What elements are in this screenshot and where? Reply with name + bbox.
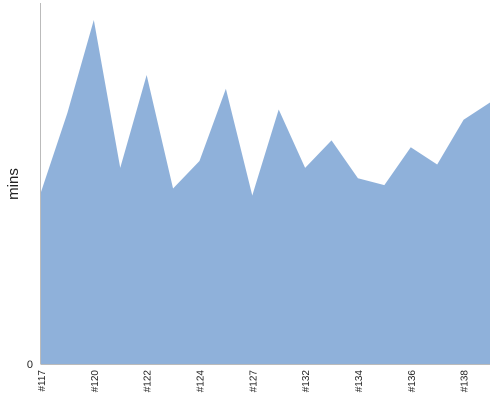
x-tick-label: #132 bbox=[301, 370, 312, 393]
y-tick-labels: 0 bbox=[27, 359, 33, 371]
axis-layer bbox=[40, 3, 490, 365]
x-tick-label: #136 bbox=[407, 370, 418, 393]
area-layer bbox=[41, 20, 490, 364]
x-tick-label: #134 bbox=[354, 370, 365, 393]
x-tick-label: #117 bbox=[37, 370, 48, 392]
y-axis-label: mins bbox=[5, 168, 22, 200]
x-tick-labels: #117 #120 #122 #124 #127 #132 #134 #136 #138 bbox=[37, 370, 471, 393]
x-tick-label: #120 bbox=[90, 370, 101, 393]
x-tick-label: #138 bbox=[460, 370, 471, 393]
x-tick-label: #122 bbox=[143, 370, 154, 393]
x-tick-label: #127 bbox=[248, 370, 259, 393]
area-series bbox=[41, 20, 490, 364]
y-tick-label: 0 bbox=[27, 359, 33, 371]
x-tick-label: #124 bbox=[195, 370, 206, 393]
